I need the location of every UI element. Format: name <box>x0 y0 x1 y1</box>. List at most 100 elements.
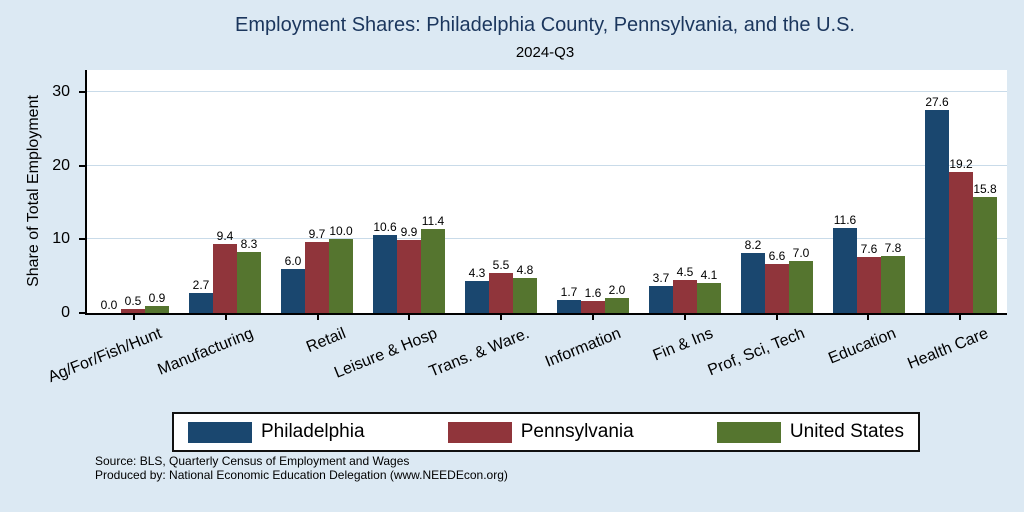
bar-philadelphia <box>833 227 857 313</box>
bar-value-label: 19.2 <box>949 156 973 171</box>
bar-value-label: 1.6 <box>584 286 602 301</box>
bar-group: 1.7 1.6 2.0 <box>557 283 629 313</box>
bar-pennsylvania <box>305 241 329 313</box>
bar-column: 0.5 <box>121 294 145 313</box>
legend-item-pennsylvania: Pennsylvania <box>447 421 634 443</box>
x-tick-mark <box>408 315 411 320</box>
bar-value-label: 6.0 <box>284 253 302 268</box>
bar-value-label: 2.0 <box>608 283 626 298</box>
bar-column: 5.5 <box>489 257 513 313</box>
bar-column: 0.9 <box>145 291 169 313</box>
x-tick-label-text: Education <box>826 325 899 368</box>
bar-philadelphia <box>557 300 581 313</box>
bar-value-label: 1.7 <box>560 285 578 300</box>
bar-column: 4.3 <box>465 266 489 313</box>
bar-philadelphia <box>189 293 213 313</box>
bar-group: 6.0 9.7 10.0 <box>281 224 353 313</box>
bar-united-states <box>237 251 261 313</box>
bar-value-label: 2.7 <box>192 278 210 293</box>
bar-column: 10.6 <box>373 220 397 313</box>
bar-united-states <box>697 282 721 313</box>
bar-column: 6.6 <box>765 249 789 313</box>
bar-column: 7.0 <box>789 246 813 313</box>
bars: 0.0 0.5 0.9 2.7 9.4 8.3 6.0 9.7 10.0 10.6 9.9 11.4 4… <box>87 70 1007 313</box>
bar-column: 4.8 <box>513 263 537 313</box>
y-tick-mark <box>79 164 85 167</box>
bar-value-label: 4.1 <box>700 267 718 282</box>
bar-column: 7.8 <box>881 241 905 313</box>
y-tick-label: 30 <box>52 83 70 101</box>
bar-united-states <box>789 261 813 313</box>
bar-united-states <box>973 196 997 313</box>
bar-column: 19.2 <box>949 157 973 313</box>
bar-philadelphia <box>741 252 765 313</box>
bar-pennsylvania <box>765 264 789 313</box>
bar-value-label: 4.5 <box>676 264 694 279</box>
y-tick-label: 20 <box>52 156 70 174</box>
x-tick-label-text: Information <box>542 325 624 371</box>
bar-value-label: 10.0 <box>329 224 353 239</box>
bar-value-label: 8.3 <box>240 236 258 251</box>
x-tick-label-text: Ag/For/Fish/Hunt <box>45 325 165 387</box>
bar-pennsylvania <box>397 240 421 313</box>
bar-united-states <box>881 255 905 313</box>
x-tick-mark <box>224 315 227 320</box>
bar-value-label: 8.2 <box>744 237 762 252</box>
bar-value-label: 6.6 <box>768 249 786 264</box>
bar-philadelphia <box>649 285 673 313</box>
x-tick-mark <box>316 315 319 320</box>
bar-value-label: 9.7 <box>308 226 326 241</box>
bar-value-label: 10.6 <box>373 219 397 234</box>
source-line-2: Produced by: National Economic Education… <box>95 468 508 482</box>
bar-pennsylvania <box>121 309 145 313</box>
bar-value-label: 5.5 <box>492 257 510 272</box>
gridline <box>87 91 1007 93</box>
bar-column: 4.1 <box>697 268 721 313</box>
bar-column: 10.0 <box>329 224 353 313</box>
bar-value-label: 15.8 <box>973 181 997 196</box>
legend-item-philadelphia: Philadelphia <box>188 421 365 443</box>
bar-value-label: 9.9 <box>400 225 418 240</box>
x-tick-label-text: Prof, Sci, Tech <box>705 325 807 380</box>
x-tick-label-text: Manufacturing <box>155 325 257 379</box>
bar-value-label: 9.4 <box>216 228 234 243</box>
x-tick-mark <box>683 315 686 320</box>
legend-label: United States <box>789 421 904 442</box>
x-tick-mark <box>132 315 135 320</box>
legend: Philadelphia Pennsylvania United States <box>172 412 920 452</box>
plot-area: 0.0 0.5 0.9 2.7 9.4 8.3 6.0 9.7 10.0 10.6 9.9 11.4 4… <box>85 70 1007 315</box>
y-tick-label: 0 <box>61 304 70 321</box>
bar-column: 9.4 <box>213 229 237 313</box>
bar-column: 9.9 <box>397 225 421 313</box>
bar-philadelphia <box>465 281 489 313</box>
bar-philadelphia <box>925 109 949 313</box>
legend-swatch <box>447 421 512 443</box>
gridlines <box>87 70 1007 313</box>
bar-value-label: 7.8 <box>884 240 902 255</box>
y-tick-mark <box>79 238 85 241</box>
chart-subtitle: 2024-Q3 <box>515 44 575 61</box>
bar-united-states <box>329 239 353 313</box>
bar-group: 0.0 0.5 0.9 <box>97 291 169 313</box>
bar-group: 10.6 9.9 11.4 <box>373 214 445 313</box>
legend-label: Philadelphia <box>261 421 365 442</box>
legend-swatch <box>716 421 781 443</box>
bar-column: 9.7 <box>305 227 329 313</box>
source-note: Source: BLS, Quarterly Census of Employm… <box>95 454 508 482</box>
x-tick-mark <box>591 315 594 320</box>
bar-value-label: 4.8 <box>516 262 534 277</box>
bar-column: 8.3 <box>237 237 261 313</box>
bar-group: 11.6 7.6 7.8 <box>833 213 905 313</box>
bar-value-label: 4.3 <box>468 266 486 281</box>
bar-united-states <box>513 277 537 313</box>
x-tick-mark <box>775 315 778 320</box>
bar-value-label: 7.6 <box>860 242 878 257</box>
bar-column: 1.6 <box>581 286 605 313</box>
bar-pennsylvania <box>857 257 881 313</box>
legend-item-united-states: United States <box>716 421 904 443</box>
x-axis: Ag/For/Fish/Hunt Manufacturing Retail Leisu… <box>46 315 1005 410</box>
x-tick-label-text: Fin & Ins <box>650 325 716 365</box>
legend-swatch <box>188 421 252 443</box>
bar-value-label: 27.6 <box>925 94 949 109</box>
y-tick-label: 10 <box>52 230 70 248</box>
